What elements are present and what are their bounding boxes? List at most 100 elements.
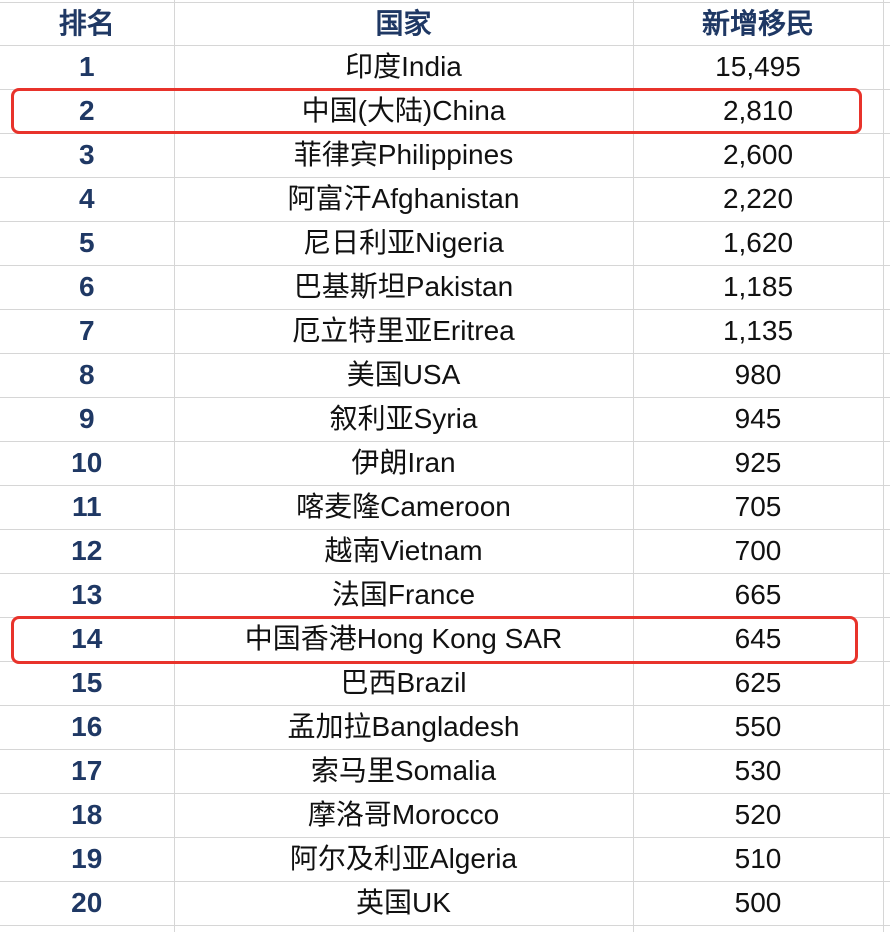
country-cell[interactable]: 巴基斯坦Pakistan [174,265,634,310]
country-cell[interactable]: 厄立特里亚Eritrea [174,309,634,354]
country-cell[interactable]: 中国香港Hong Kong SAR [174,617,634,662]
value-cell[interactable]: 665 [633,573,884,618]
rank-cell[interactable]: 18 [0,793,175,838]
table-row: 19 阿尔及利亚Algeria 510 [0,837,890,882]
rank-cell[interactable]: 1 [0,45,175,90]
table-row: 8 美国USA 980 [0,353,890,398]
rank-cell[interactable]: 12 [0,529,175,574]
spacer-cell [883,221,890,266]
table-row: 12 越南Vietnam 700 [0,529,890,574]
table-row: 1 印度India 15,495 [0,45,890,90]
table-row: 14 中国香港Hong Kong SAR 645 [0,617,890,662]
country-cell[interactable]: 菲律宾Philippines [174,133,634,178]
value-cell[interactable]: 550 [633,705,884,750]
value-cell[interactable]: 1,620 [633,221,884,266]
header-value: 新增移民 [633,2,884,46]
country-cell[interactable]: 英国UK [174,881,634,926]
value-cell[interactable]: 1,135 [633,309,884,354]
country-cell[interactable]: 尼日利亚Nigeria [174,221,634,266]
country-cell[interactable]: 喀麦隆Cameroon [174,485,634,530]
country-cell[interactable]: 巴西Brazil [174,661,634,706]
value-cell[interactable]: 2,810 [633,89,884,134]
rank-cell[interactable]: 5 [0,221,175,266]
spacer-cell [883,617,890,662]
spacer-cell [174,925,634,932]
value-cell[interactable]: 510 [633,837,884,882]
country-cell[interactable]: 叙利亚Syria [174,397,634,442]
country-cell[interactable]: 孟加拉Bangladesh [174,705,634,750]
value-cell[interactable]: 625 [633,661,884,706]
table-row: 18 摩洛哥Morocco 520 [0,793,890,838]
header-country: 国家 [174,2,634,46]
spacer-cell [883,397,890,442]
rank-cell[interactable]: 11 [0,485,175,530]
spacer-cell [883,441,890,486]
rank-cell[interactable]: 2 [0,89,175,134]
country-cell[interactable]: 索马里Somalia [174,749,634,794]
value-cell[interactable]: 530 [633,749,884,794]
value-cell[interactable]: 980 [633,353,884,398]
country-cell[interactable]: 阿富汗Afghanistan [174,177,634,222]
country-cell[interactable]: 法国France [174,573,634,618]
value-cell[interactable]: 520 [633,793,884,838]
value-cell[interactable]: 500 [633,881,884,926]
rank-cell[interactable]: 7 [0,309,175,354]
table-row: 9 叙利亚Syria 945 [0,397,890,442]
country-cell[interactable]: 中国(大陆)China [174,89,634,134]
spacer-cell [883,89,890,134]
country-cell[interactable]: 阿尔及利亚Algeria [174,837,634,882]
table-row: 7 厄立特里亚Eritrea 1,135 [0,309,890,354]
value-cell[interactable]: 925 [633,441,884,486]
country-cell[interactable]: 越南Vietnam [174,529,634,574]
table-row: 13 法国France 665 [0,573,890,618]
spacer-cell [0,925,175,932]
rank-cell[interactable]: 10 [0,441,175,486]
spacer-cell [883,925,890,932]
value-cell[interactable]: 15,495 [633,45,884,90]
table-row: 4 阿富汗Afghanistan 2,220 [0,177,890,222]
spacer-cell [883,353,890,398]
table-row-sliver-top [0,0,890,3]
value-cell[interactable]: 2,600 [633,133,884,178]
table-row: 6 巴基斯坦Pakistan 1,185 [0,265,890,310]
rank-cell[interactable]: 4 [0,177,175,222]
spacer-cell [883,705,890,750]
value-cell[interactable]: 2,220 [633,177,884,222]
table-row: 16 孟加拉Bangladesh 550 [0,705,890,750]
spacer-cell [883,881,890,926]
spacer-cell [174,0,634,3]
country-cell[interactable]: 摩洛哥Morocco [174,793,634,838]
spacer-cell [883,0,890,3]
value-cell[interactable]: 945 [633,397,884,442]
country-cell[interactable]: 伊朗Iran [174,441,634,486]
country-cell[interactable]: 美国USA [174,353,634,398]
table-row: 3 菲律宾Philippines 2,600 [0,133,890,178]
rank-cell[interactable]: 8 [0,353,175,398]
rank-cell[interactable]: 20 [0,881,175,926]
value-cell[interactable]: 645 [633,617,884,662]
spacer-cell [883,793,890,838]
spacer-cell [883,265,890,310]
rank-cell[interactable]: 19 [0,837,175,882]
table-row: 17 索马里Somalia 530 [0,749,890,794]
rank-cell[interactable]: 14 [0,617,175,662]
rank-cell[interactable]: 13 [0,573,175,618]
rank-cell[interactable]: 15 [0,661,175,706]
value-cell[interactable]: 705 [633,485,884,530]
spacer-cell [883,529,890,574]
spacer-cell [633,925,884,932]
rank-cell[interactable]: 6 [0,265,175,310]
table-row: 5 尼日利亚Nigeria 1,620 [0,221,890,266]
spacer-cell [883,309,890,354]
rank-cell[interactable]: 9 [0,397,175,442]
value-cell[interactable]: 700 [633,529,884,574]
value-cell[interactable]: 1,185 [633,265,884,310]
table-row: 20 英国UK 500 [0,881,890,926]
country-cell[interactable]: 印度India [174,45,634,90]
rank-cell[interactable]: 17 [0,749,175,794]
rank-cell[interactable]: 16 [0,705,175,750]
rank-cell[interactable]: 3 [0,133,175,178]
spacer-cell [883,133,890,178]
